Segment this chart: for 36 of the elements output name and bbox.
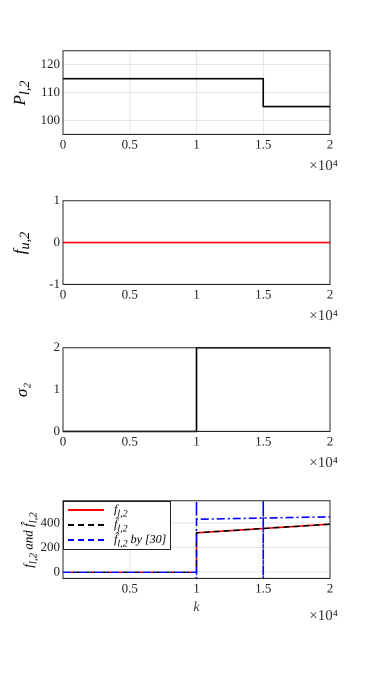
x-tick-label: 2 <box>326 136 334 152</box>
text: ×10⁴ <box>309 158 338 176</box>
x-tick-label: 0.5 <box>122 580 138 596</box>
x-tick-label: 1.5 <box>255 136 272 152</box>
x-tick-label: 2 <box>326 286 334 302</box>
x-tick-label: 1.5 <box>255 286 272 302</box>
x-tick-label: 1.5 <box>255 580 272 596</box>
y-tick-label: 110 <box>40 84 60 100</box>
y-tick-label: 100 <box>40 112 60 127</box>
line-series <box>62 500 331 580</box>
y-tick-label: 400 <box>40 514 60 530</box>
x-tick-label: 1 <box>193 136 200 152</box>
text: ×10⁴ <box>309 608 338 626</box>
text: ×10⁴ <box>309 308 338 326</box>
y-tick-label: 200 <box>40 539 60 554</box>
y-tick-label: 1 <box>54 381 60 396</box>
x-tick-label: 1 <box>193 286 200 302</box>
legend-label: f̂$_{l,2}$ by [30] <box>114 532 166 549</box>
y-tick-label: 120 <box>40 56 60 72</box>
y-tick-label: 0 <box>54 422 60 438</box>
y-tick-label: 0 <box>54 564 60 579</box>
x-tick-label: 1 <box>193 580 200 596</box>
x-tick-label: 1.5 <box>255 434 272 449</box>
y-tick-label: -1 <box>49 276 60 291</box>
y-tick-label: 2 <box>54 339 60 354</box>
y-axis-title: σ₂ <box>12 382 32 397</box>
x-tick-label: 2 <box>326 434 334 449</box>
y-tick-label: 1 <box>54 192 60 208</box>
text: ×10⁴ <box>309 455 338 472</box>
x-tick-label: 0.5 <box>122 434 138 449</box>
x-tick-label: 2 <box>326 580 334 596</box>
x-tick-label: 0.5 <box>122 136 138 152</box>
x-tick-label: 1 <box>193 434 200 449</box>
x-axis-title: k <box>193 600 200 616</box>
y-tick-label: 0 <box>54 234 60 250</box>
x-tick-label: 0.5 <box>122 286 138 302</box>
